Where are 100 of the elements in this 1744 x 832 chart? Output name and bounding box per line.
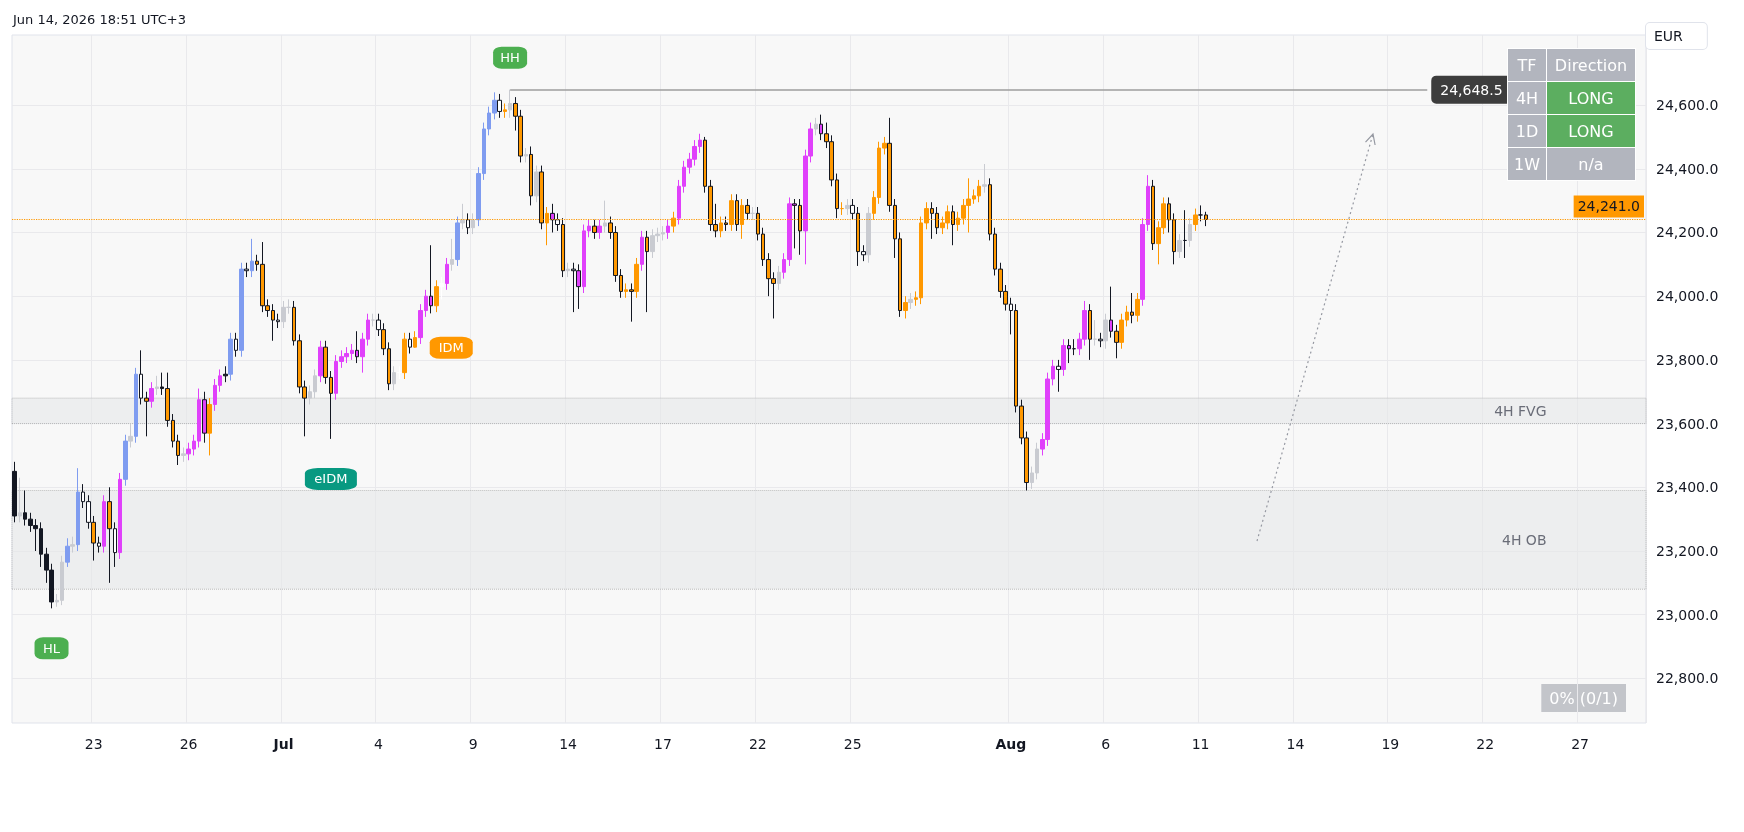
band-label: 4H OB	[1501, 531, 1547, 548]
candlestick	[666, 219, 670, 240]
x-tick-label: 14	[559, 736, 578, 752]
candlestick	[471, 212, 475, 235]
candlestick	[408, 332, 412, 355]
candlestick	[1103, 313, 1108, 350]
candlestick	[228, 332, 233, 382]
candlestick	[434, 279, 439, 313]
x-tick-label: 9	[468, 736, 478, 752]
candlestick	[845, 198, 850, 216]
x-tick-label: 22	[748, 736, 767, 752]
candlestick	[1072, 338, 1076, 356]
candlestick	[413, 330, 417, 349]
candlestick	[445, 257, 449, 291]
candlestick	[1183, 209, 1187, 259]
candlestick	[508, 89, 512, 119]
annotation: 1D	[1507, 114, 1547, 148]
x-tick-label: 14	[1286, 736, 1305, 752]
y-tick-label: 24,600.0	[1656, 97, 1719, 114]
candlestick	[982, 163, 987, 194]
candlestick	[250, 238, 254, 278]
annotation: eIDM	[314, 471, 348, 487]
candlestick	[460, 203, 465, 230]
candlestick	[503, 102, 507, 119]
candlestick	[1056, 359, 1061, 393]
candlestick	[397, 365, 402, 380]
candlestick	[318, 340, 323, 383]
candlestick	[65, 537, 70, 568]
candlestick	[497, 93, 502, 119]
ref-line-label: 24,241.0	[1577, 198, 1640, 215]
y-tick-label: 24,400.0	[1656, 160, 1719, 177]
candlestick	[102, 494, 106, 554]
x-tick-label: 27	[1571, 736, 1590, 752]
candlestick	[371, 313, 375, 327]
candlestick	[12, 461, 17, 523]
y-tick-label: 23,200.0	[1656, 543, 1719, 559]
candlestick	[524, 147, 528, 163]
candlestick	[76, 467, 80, 552]
candlestick	[149, 381, 154, 409]
candlestick	[439, 276, 444, 300]
candlestick	[239, 262, 244, 358]
x-tick-label: 25	[843, 736, 862, 752]
y-tick-label: 24,000.0	[1656, 288, 1719, 305]
candlestick	[392, 365, 396, 391]
annotation: 4H	[1507, 81, 1547, 115]
y-tick-label: 24,200.0	[1656, 224, 1719, 241]
candlestick	[529, 145, 533, 206]
x-tick-label: 19	[1381, 736, 1400, 752]
candlestick	[750, 206, 755, 221]
y-tick-label: 23,000.0	[1656, 606, 1719, 623]
x-tick-label: 17	[654, 736, 672, 752]
candlestick	[1098, 332, 1103, 348]
candlestick	[18, 477, 22, 523]
annotation: HL	[43, 640, 61, 656]
candlestick	[455, 216, 460, 267]
candlestick	[1188, 217, 1192, 248]
annotation: LONG	[1546, 81, 1636, 115]
x-tick-label: Jul	[272, 736, 294, 752]
candlestick	[134, 367, 138, 444]
candlestick	[908, 292, 913, 310]
candlestick	[70, 536, 75, 554]
annotation: HH	[500, 50, 520, 66]
annotation: 1W	[1507, 147, 1547, 181]
y-axis-title: EUR	[1654, 28, 1684, 44]
candlestick	[866, 206, 871, 264]
candlestick	[223, 365, 228, 383]
annotation: Direction	[1546, 48, 1636, 82]
x-tick-label: 6	[1101, 736, 1111, 752]
band-label: 4H FVG	[1494, 402, 1547, 419]
x-tick-label: 23	[84, 736, 103, 752]
annotation: 0% (0/1)	[1549, 688, 1618, 708]
candlestick	[550, 203, 555, 233]
x-tick-label: Aug	[995, 736, 1027, 752]
annotation: IDM	[438, 340, 464, 356]
candlestick	[244, 262, 249, 278]
y-tick-label: 23,400.0	[1656, 479, 1719, 496]
candlestick	[181, 446, 186, 463]
candlestick	[123, 434, 128, 487]
candlestick	[207, 397, 212, 456]
x-tick-label: 4	[373, 736, 383, 752]
x-tick-label: 26	[179, 736, 198, 752]
candlestick	[128, 423, 133, 448]
candlestick	[402, 332, 407, 380]
candlestick	[597, 219, 602, 240]
candlestick	[1177, 233, 1182, 259]
y-tick-label: 23,600.0	[1656, 415, 1719, 432]
y-tick-label: 23,800.0	[1656, 351, 1719, 368]
annotation: n/a	[1546, 147, 1636, 181]
candlestick	[1093, 319, 1097, 347]
x-tick-label: 22	[1476, 736, 1495, 752]
candlestick	[118, 472, 122, 560]
candlestick	[592, 219, 597, 240]
candlestick	[466, 212, 470, 235]
candlestick	[603, 200, 607, 233]
candlestick	[640, 230, 644, 272]
chart-title: Jun 14, 2026 18:51 UTC+3	[12, 12, 186, 27]
y-tick-label: 22,800.0	[1656, 670, 1719, 687]
candlestick	[450, 238, 454, 272]
candlestick	[155, 375, 159, 396]
candlestick	[234, 332, 238, 358]
